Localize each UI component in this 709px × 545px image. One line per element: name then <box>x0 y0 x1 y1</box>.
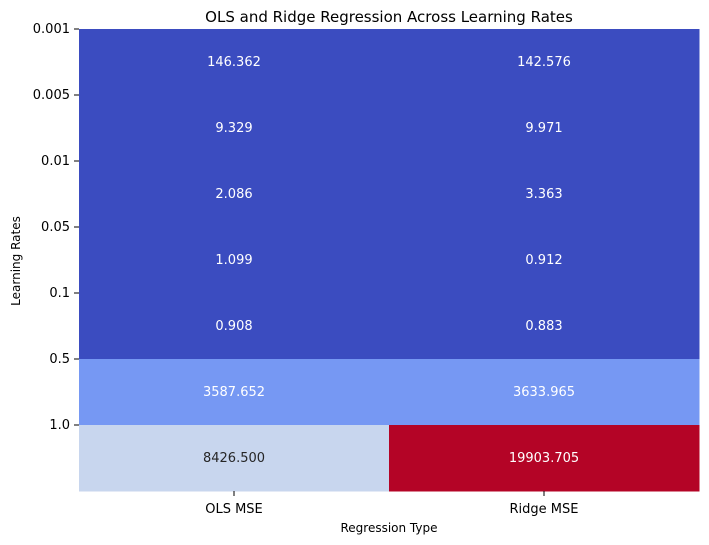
heatmap-cell <box>79 425 390 492</box>
heatmap-cell <box>389 425 700 492</box>
heatmap-cell <box>79 161 390 228</box>
y-tick-label: 0.01 <box>41 154 70 169</box>
cell-value-label: 2.086 <box>215 187 252 202</box>
y-tick-label: 0.005 <box>33 88 70 103</box>
cell-value-label: 8426.500 <box>203 451 265 466</box>
heatmap-cell <box>389 359 700 426</box>
cell-value-label: 0.908 <box>215 319 252 334</box>
y-axis: 0.001 0.005 0.01 0.05 0.1 0.5 1.0 <box>33 22 79 433</box>
cell-value-label: 19903.705 <box>509 451 579 466</box>
cell-value-label: 9.971 <box>525 121 562 136</box>
y-tick-label: 0.001 <box>33 22 70 37</box>
heatmap-cell <box>79 293 390 360</box>
chart-title: OLS and Ridge Regression Across Learning… <box>205 8 573 26</box>
x-tick-label: OLS MSE <box>205 502 263 517</box>
cell-value-label: 3587.652 <box>203 385 265 400</box>
y-tick-label: 0.1 <box>49 286 70 301</box>
heatmap-cells <box>79 29 700 492</box>
y-tick-label: 0.05 <box>41 220 70 235</box>
heatmap-cell <box>79 95 390 162</box>
x-axis: OLS MSE Ridge MSE <box>205 491 578 517</box>
cell-value-label: 1.099 <box>215 253 252 268</box>
cell-value-label: 146.362 <box>207 55 261 70</box>
heatmap-cell <box>389 293 700 360</box>
y-tick-label: 1.0 <box>49 418 70 433</box>
heatmap-cell <box>389 29 700 96</box>
cell-value-label: 9.329 <box>215 121 252 136</box>
x-tick-label: Ridge MSE <box>510 502 579 517</box>
x-axis-label: Regression Type <box>340 521 437 535</box>
cell-value-label: 0.912 <box>525 253 562 268</box>
cell-value-label: 0.883 <box>525 319 562 334</box>
heatmap-cell <box>389 95 700 162</box>
cell-value-label: 142.576 <box>517 55 571 70</box>
cell-value-labels: 146.362 142.576 9.329 9.971 2.086 3.363 1.099 0… <box>203 55 579 466</box>
heatmap-cell <box>79 359 390 426</box>
cell-value-label: 3633.965 <box>513 385 575 400</box>
y-tick-label: 0.5 <box>49 352 70 367</box>
heatmap-cell <box>389 161 700 228</box>
y-axis-label: Learning Rates <box>9 216 23 306</box>
cell-value-label: 3.363 <box>525 187 562 202</box>
heatmap-cell <box>79 29 390 96</box>
heatmap-cell <box>389 227 700 294</box>
heatmap-cell <box>79 227 390 294</box>
